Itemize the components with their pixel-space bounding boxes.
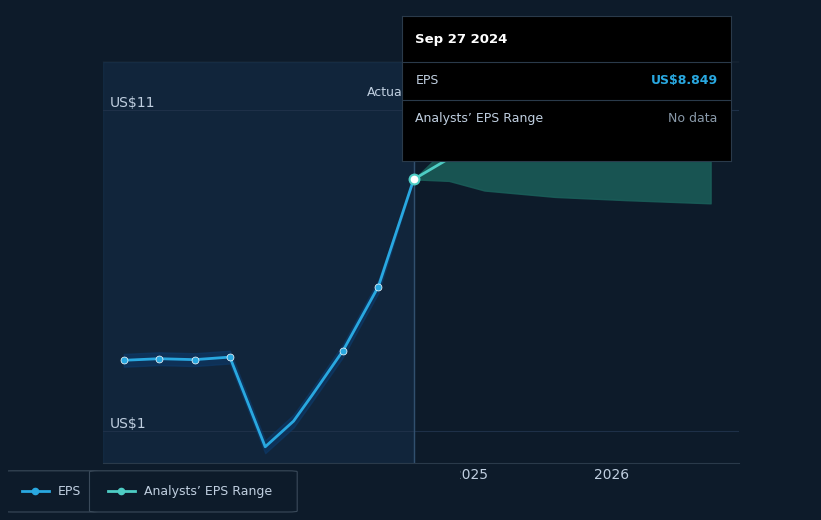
Text: Analysts’ EPS Range: Analysts’ EPS Range — [415, 112, 544, 125]
Point — [619, 140, 632, 148]
Text: Analysts Forecasts: Analysts Forecasts — [420, 86, 537, 99]
Point — [153, 355, 166, 363]
Text: Analysts’ EPS Range: Analysts’ EPS Range — [144, 485, 272, 498]
Point — [29, 487, 42, 496]
Text: EPS: EPS — [415, 74, 438, 87]
Text: US$8.849: US$8.849 — [650, 74, 718, 87]
Text: EPS: EPS — [57, 485, 81, 498]
Point — [188, 356, 201, 364]
Text: Actual: Actual — [367, 86, 406, 99]
Point — [372, 282, 385, 291]
Text: US$11: US$11 — [110, 96, 155, 110]
FancyBboxPatch shape — [89, 471, 297, 512]
Point — [223, 353, 236, 361]
Bar — [103, 62, 414, 463]
Text: No data: No data — [668, 112, 718, 125]
Text: US$1: US$1 — [110, 417, 146, 431]
Point — [407, 175, 420, 184]
Point — [478, 145, 491, 153]
Point — [337, 346, 350, 355]
Point — [117, 356, 131, 365]
Text: Sep 27 2024: Sep 27 2024 — [415, 33, 508, 46]
Point — [115, 487, 128, 496]
FancyBboxPatch shape — [3, 471, 99, 512]
